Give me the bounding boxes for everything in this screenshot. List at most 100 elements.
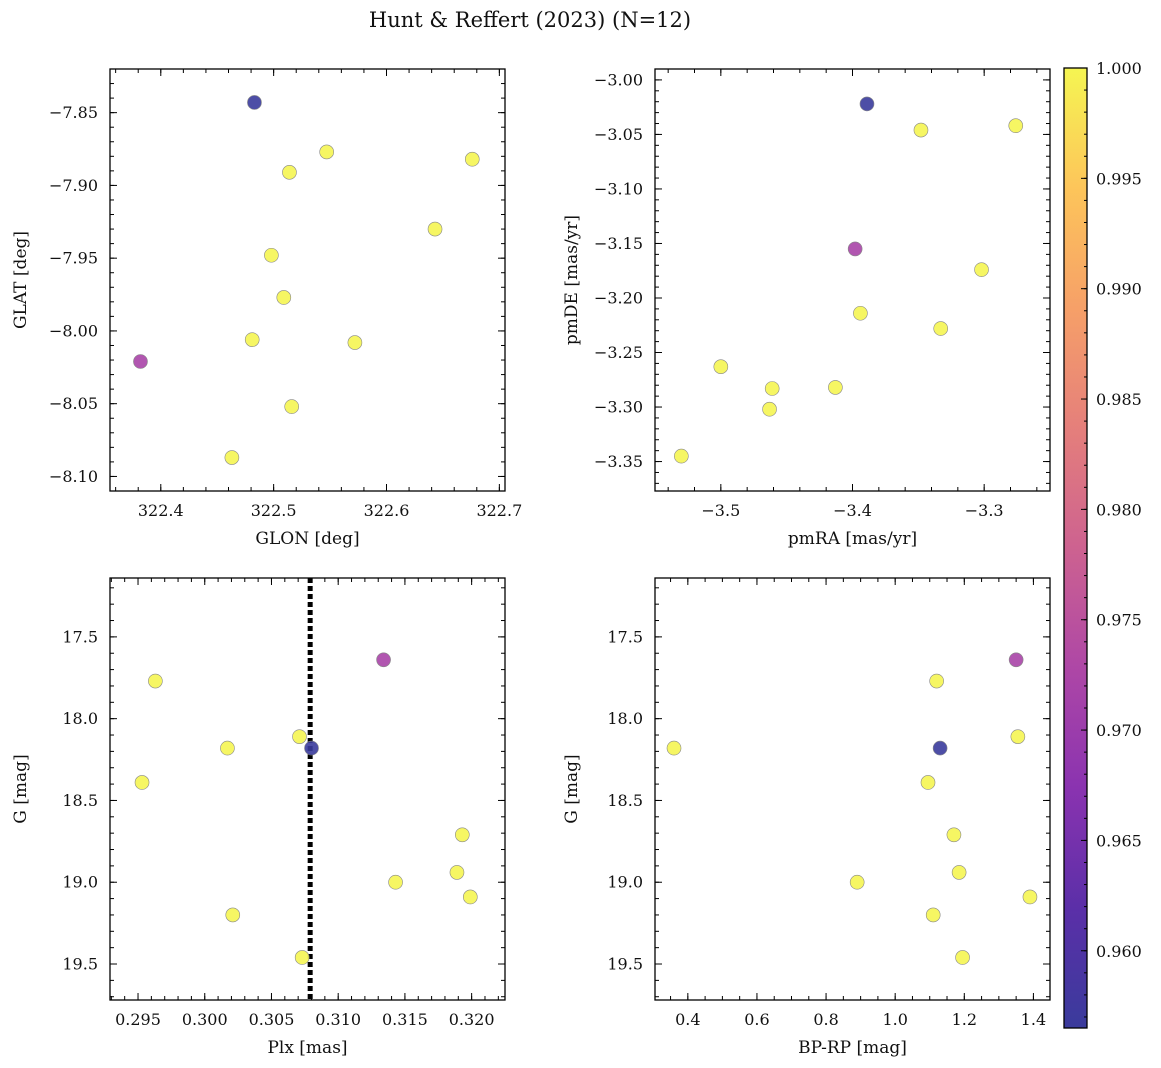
data-point bbox=[913, 122, 929, 138]
data-point bbox=[388, 874, 403, 890]
data-point bbox=[276, 290, 292, 305]
data-point bbox=[376, 652, 391, 668]
data-point bbox=[284, 399, 300, 414]
x-tick-label: 322.5 bbox=[251, 501, 297, 520]
x-tick-label: 1.4 bbox=[1021, 1010, 1046, 1029]
axes-frame bbox=[109, 577, 506, 1001]
y-axis-label: pmDE [mas/yr] bbox=[562, 215, 582, 345]
data-point bbox=[1008, 118, 1024, 134]
y-tick-label: −3.30 bbox=[594, 398, 643, 417]
tick-marks bbox=[110, 578, 505, 1000]
x-axis-label: pmRA [mas/yr] bbox=[788, 529, 917, 549]
data-point bbox=[148, 673, 163, 689]
colorbar-tick-label: 0.985 bbox=[1096, 390, 1142, 409]
y-tick-label: 18.0 bbox=[607, 709, 643, 728]
x-tick-label: 1.2 bbox=[952, 1010, 977, 1029]
data-point bbox=[134, 775, 150, 790]
y-tick-label: −3.00 bbox=[594, 70, 643, 89]
data-point bbox=[849, 874, 865, 890]
data-point bbox=[319, 144, 334, 160]
y-tick-label: −3.35 bbox=[594, 452, 643, 471]
colorbar-tick-label: 1.000 bbox=[1096, 59, 1142, 78]
data-point bbox=[933, 321, 949, 336]
data-point bbox=[264, 247, 279, 263]
x-tick-label: 0.295 bbox=[115, 1010, 161, 1029]
y-tick-label: 19.0 bbox=[62, 873, 98, 892]
data-point bbox=[674, 448, 689, 464]
y-tick-label: −8.05 bbox=[49, 394, 98, 413]
data-point bbox=[847, 241, 863, 257]
axes-frame bbox=[654, 68, 1051, 492]
x-tick-label: 0.315 bbox=[382, 1010, 428, 1029]
y-tick-label: −7.95 bbox=[49, 249, 98, 268]
y-axis-label: G [mag] bbox=[562, 754, 582, 823]
data-point bbox=[220, 740, 235, 756]
data-point bbox=[463, 889, 478, 905]
y-tick-label: −7.85 bbox=[49, 103, 98, 122]
data-point bbox=[1008, 652, 1024, 668]
x-tick-label: 0.300 bbox=[182, 1010, 228, 1029]
colorbar: 0.960 0.965 0.970 0.975 0.980 0.985 0.990 0.995… bbox=[1063, 59, 1142, 1029]
y-axis-label: GLAT [deg] bbox=[11, 231, 31, 329]
x-tick-label: 322.4 bbox=[138, 501, 184, 520]
y-tick-label: 17.5 bbox=[607, 627, 643, 646]
x-tick-label: 0.305 bbox=[249, 1010, 295, 1029]
y-tick-label: −8.00 bbox=[49, 321, 98, 340]
y-tick-label: −3.15 bbox=[594, 234, 643, 253]
data-point bbox=[713, 359, 729, 374]
x-axis-label: GLON [deg] bbox=[255, 529, 359, 549]
y-tick-label: −8.10 bbox=[49, 467, 98, 486]
data-point bbox=[304, 740, 319, 756]
axes-frame bbox=[109, 68, 506, 492]
colorbar-tick-label: 0.975 bbox=[1096, 611, 1142, 630]
data-point bbox=[974, 262, 989, 277]
x-tick-label: −3.3 bbox=[965, 501, 1004, 520]
x-tick-label: 322.7 bbox=[476, 501, 522, 520]
axes-frame bbox=[654, 577, 1051, 1001]
tick-marks bbox=[655, 578, 1050, 1000]
data-point bbox=[282, 165, 297, 180]
figure-title: Hunt & Reffert (2023) (N=12) bbox=[369, 8, 691, 32]
x-tick-label: 1.0 bbox=[882, 1010, 907, 1029]
data-point bbox=[929, 673, 944, 689]
data-point bbox=[454, 827, 470, 843]
colorbar-fill bbox=[1064, 68, 1087, 1028]
x-tick-label: 0.310 bbox=[315, 1010, 361, 1029]
data-point bbox=[951, 865, 967, 880]
data-point bbox=[294, 950, 310, 965]
colorbar-tick-label: 0.990 bbox=[1096, 280, 1142, 299]
y-tick-label: 17.5 bbox=[62, 627, 98, 646]
y-axis-label: G [mag] bbox=[11, 754, 31, 823]
data-point bbox=[464, 151, 480, 167]
colorbar-tick-label: 0.960 bbox=[1096, 942, 1142, 961]
data-point bbox=[932, 740, 948, 756]
x-tick-label: 0.8 bbox=[813, 1010, 838, 1029]
y-tick-label: 18.0 bbox=[62, 709, 98, 728]
data-point bbox=[920, 775, 936, 790]
y-tick-label: 19.5 bbox=[62, 955, 98, 974]
y-tick-label: −3.20 bbox=[594, 288, 643, 307]
data-point bbox=[764, 381, 780, 396]
data-point bbox=[225, 907, 241, 923]
y-tick-label: 18.5 bbox=[607, 791, 643, 810]
subplot-4: 0.4 0.6 0.8 1.0 1.2 1.4 17.5 18.0 18.5 19.0 19.5 BP… bbox=[562, 577, 1051, 1058]
subplot-2: −3.5 −3.4 −3.3 −3.00 −3.05 −3.10 −3.15 −3.20 −3.… bbox=[562, 68, 1051, 549]
x-tick-label: 0.4 bbox=[675, 1010, 700, 1029]
data-point bbox=[347, 335, 363, 350]
colorbar-tick-label: 0.980 bbox=[1096, 500, 1142, 519]
y-tick-label: 19.5 bbox=[607, 955, 643, 974]
data-point bbox=[925, 907, 941, 923]
subplot-3: 0.295 0.300 0.305 0.310 0.315 0.320 17.5 18.0 18… bbox=[11, 577, 506, 1058]
data-point bbox=[955, 950, 970, 965]
colorbar-frame bbox=[1063, 67, 1088, 1029]
colorbar-tick-label: 0.965 bbox=[1096, 831, 1142, 850]
data-point bbox=[762, 401, 777, 417]
data-point bbox=[427, 221, 443, 237]
y-tick-label: 18.5 bbox=[62, 791, 98, 810]
data-point bbox=[449, 865, 465, 880]
y-tick-label: −7.90 bbox=[49, 176, 98, 195]
data-point bbox=[1022, 889, 1038, 905]
colorbar-tick-label: 0.970 bbox=[1096, 721, 1142, 740]
panels-group: 322.4 322.5 322.6 322.7 −7.85 −7.90 −7.95 −8.00… bbox=[11, 68, 1051, 1058]
data-point bbox=[666, 740, 682, 756]
